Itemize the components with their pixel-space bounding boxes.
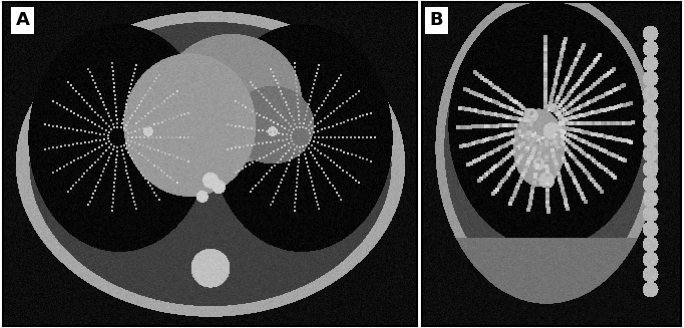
Text: A: A [16, 11, 29, 30]
Text: B: B [430, 11, 443, 30]
